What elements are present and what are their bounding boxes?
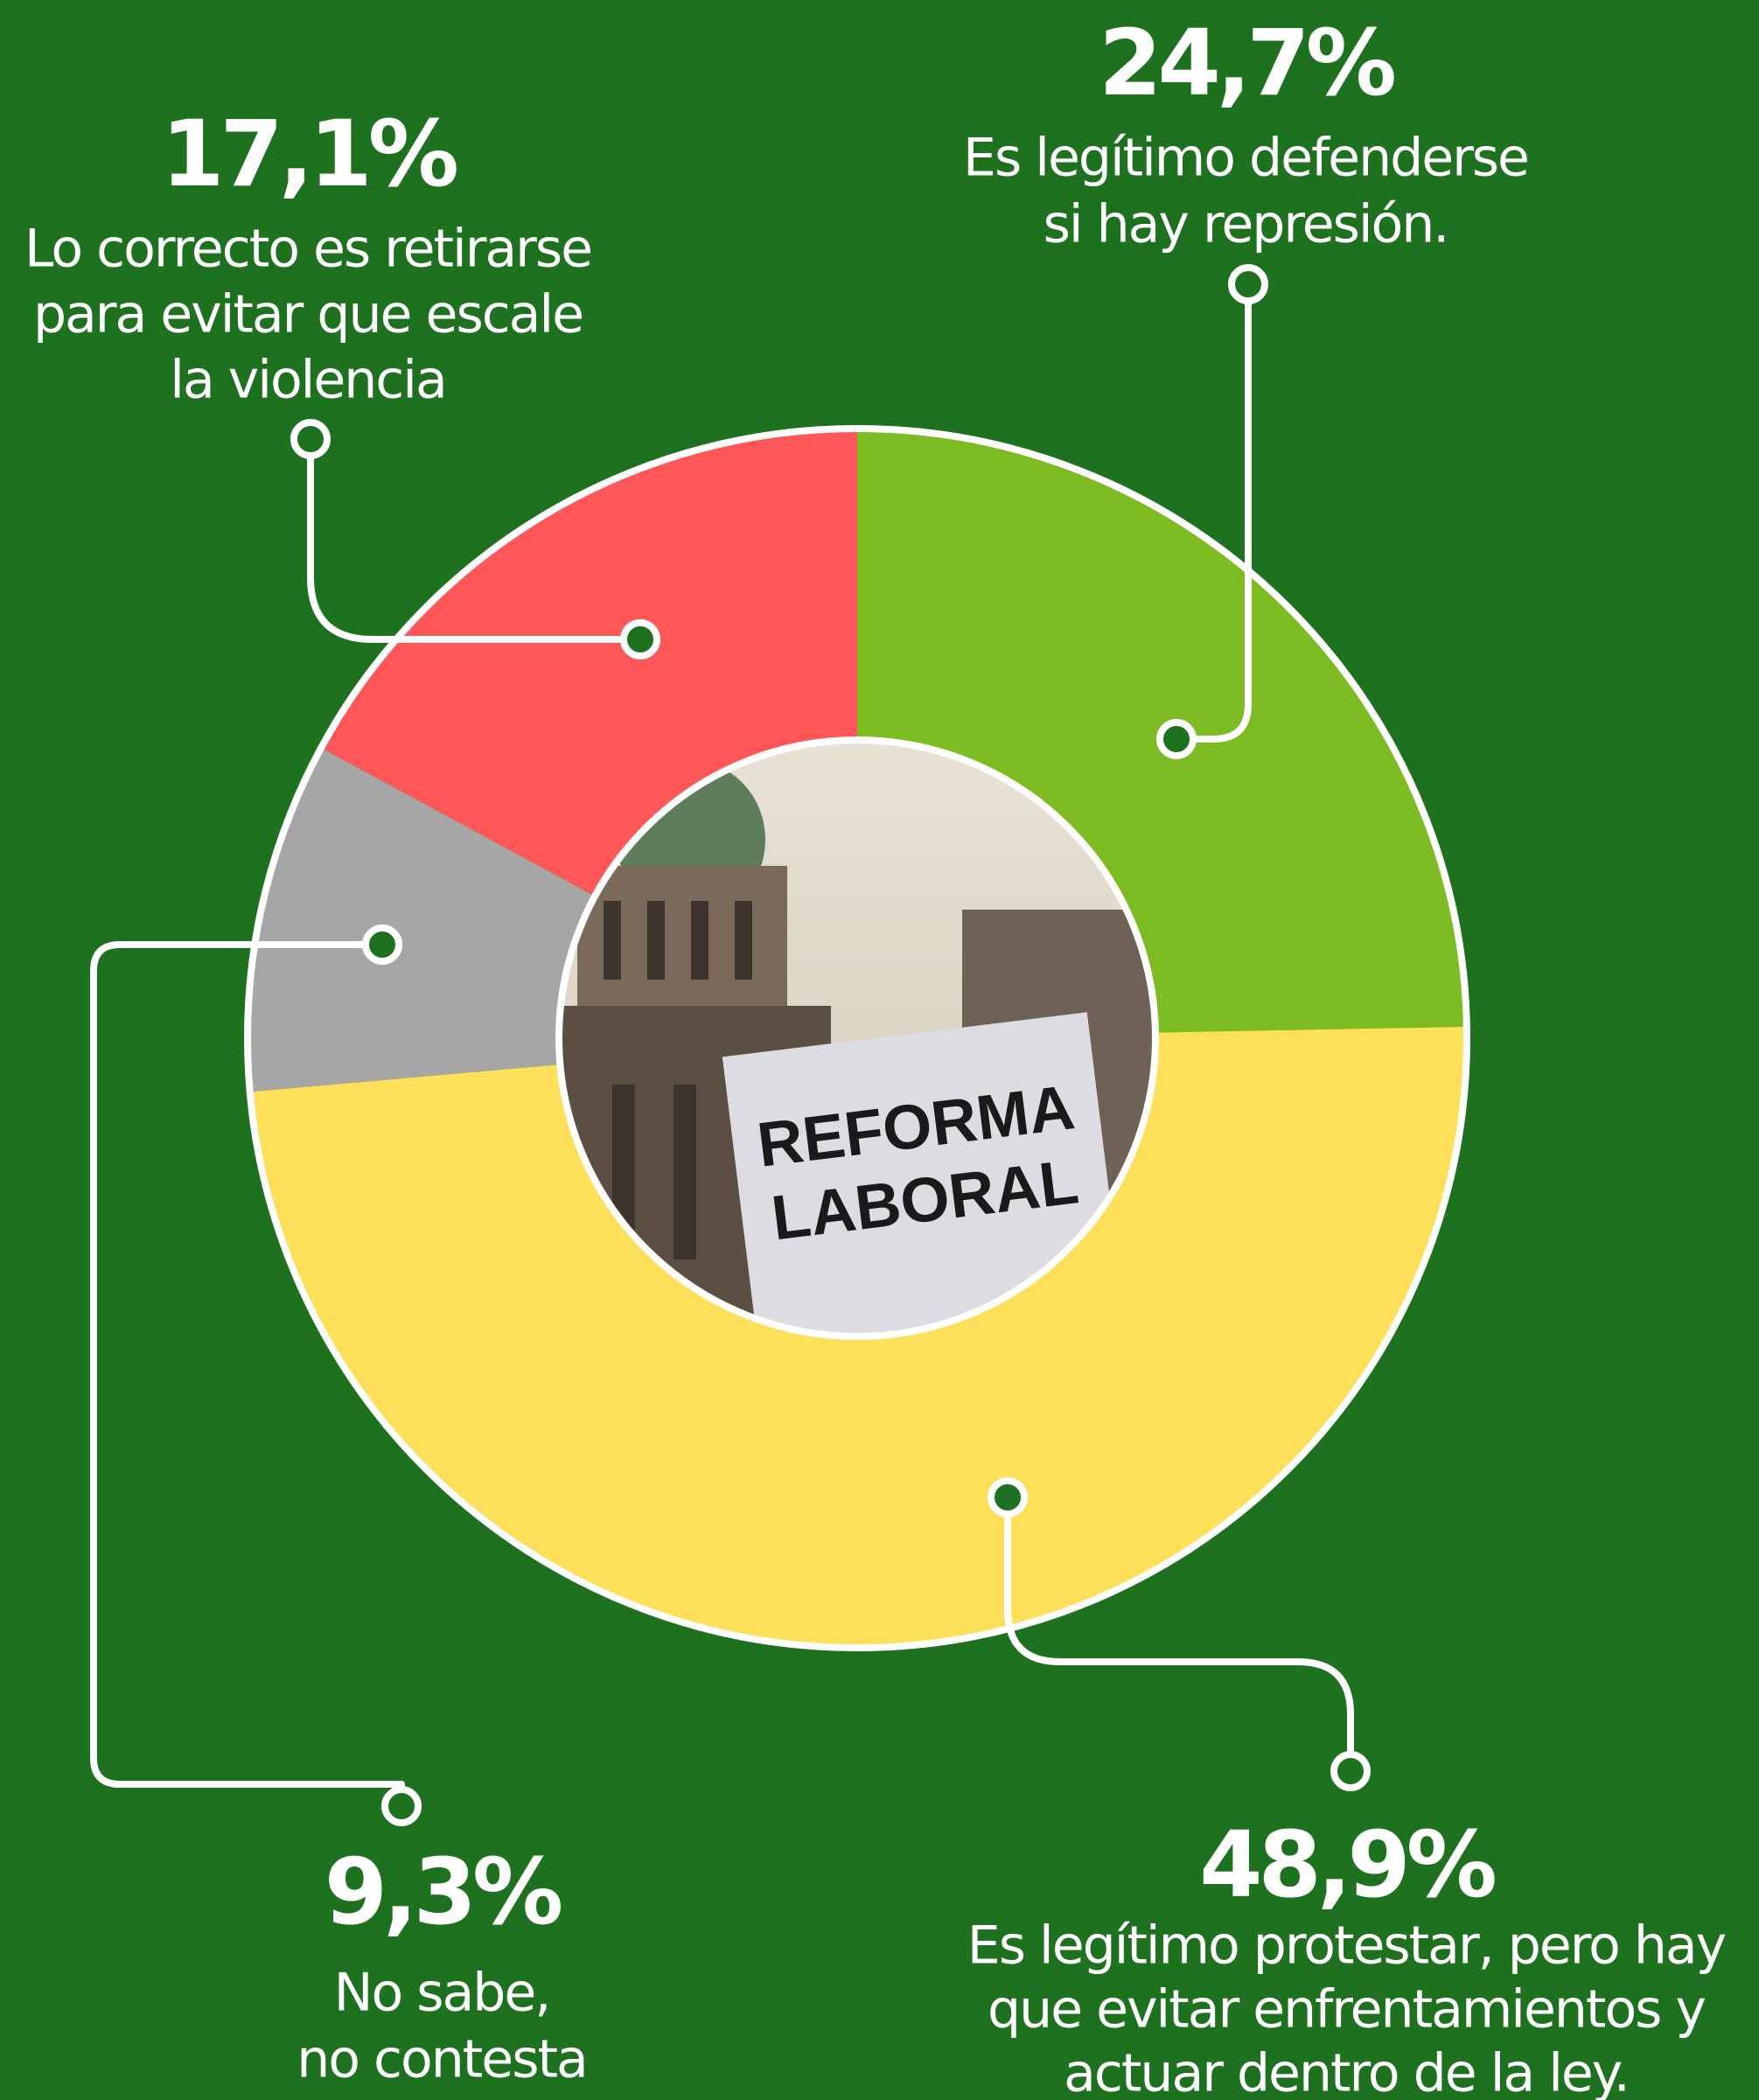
leader-dot [1160,722,1193,756]
value-label: 24,7% [1099,10,1394,116]
category-label: si hay represión. [1044,194,1448,255]
chart: REFORMA LABORAL 24,7%Es legítimo defende… [0,0,1759,2100]
category-label: actuar dentro de la ley. [1064,2043,1629,2100]
category-label: Lo correcto es retirarse [24,219,591,280]
page: {"chart_data": {"type": "donut", "catego… [0,0,1759,2100]
category-label: No sabe, [334,1963,550,2024]
leader-dot [1232,268,1265,301]
leader-dot [624,623,657,656]
category-label: para evitar que escale [33,284,583,345]
category-label: la violencia [170,350,445,411]
value-label: 48,9% [1199,1811,1495,1918]
leader-dot [991,1481,1024,1514]
leader-dot [366,928,399,961]
category-label: Es legítimo defenderse [963,128,1528,189]
category-label: que evitar enfrentamientos y [988,1979,1705,2041]
value-label: 9,3% [325,1838,561,1945]
leader-dot [1334,1755,1367,1788]
category-label: no contesta [297,2029,587,2090]
leader-dot [385,1790,418,1823]
leader-dot [294,422,327,456]
value-label: 17,1% [161,101,457,207]
category-label: Es legítimo protestar, pero hay [967,1915,1726,1977]
